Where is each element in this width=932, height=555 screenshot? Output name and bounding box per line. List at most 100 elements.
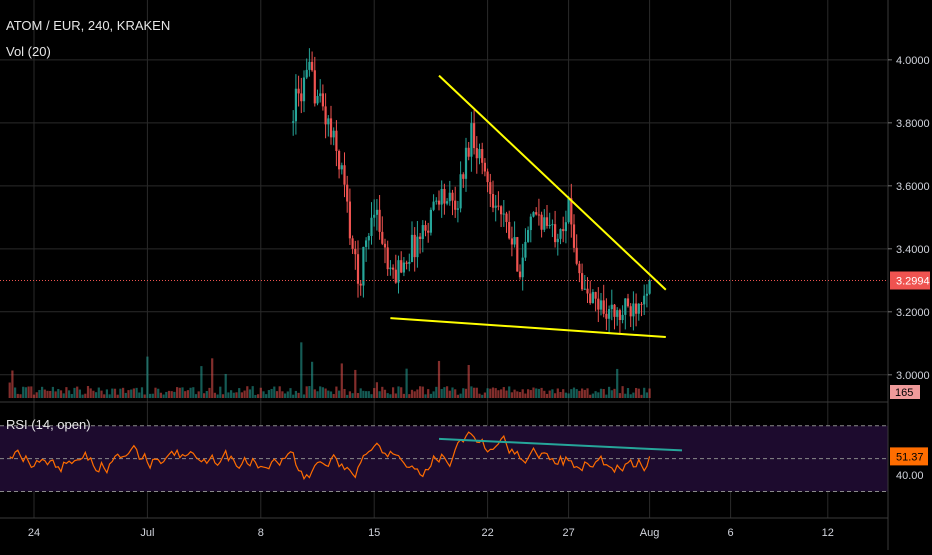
volume-bar xyxy=(332,394,335,398)
volume-bar xyxy=(645,392,648,398)
candle-body xyxy=(643,295,646,305)
volume-bar xyxy=(100,390,103,398)
candle-body xyxy=(521,257,524,278)
price-axis-label: 3.6000 xyxy=(896,181,930,193)
candle-body xyxy=(429,209,432,233)
volume-bar xyxy=(186,390,189,398)
volume-bar xyxy=(227,392,230,398)
time-axis-label: 8 xyxy=(258,527,264,539)
volume-bar xyxy=(402,393,405,398)
volume-bar xyxy=(116,394,119,398)
candle-body xyxy=(626,298,630,307)
volume-bar xyxy=(478,393,481,398)
volume-bar xyxy=(59,390,63,398)
volume-bar xyxy=(316,391,319,398)
rsi-indicator-label[interactable]: RSI (14, open) xyxy=(6,417,91,432)
candle-body xyxy=(486,171,489,183)
candle-body xyxy=(629,306,632,317)
volume-bar xyxy=(416,389,419,398)
time-axis-label: 24 xyxy=(28,527,40,539)
candle-body xyxy=(581,273,584,290)
candle-body xyxy=(343,165,346,185)
candle-body xyxy=(489,182,492,195)
volume-bar xyxy=(62,393,65,398)
candle-body xyxy=(502,213,505,215)
volume-bar xyxy=(459,393,462,398)
volume-bar xyxy=(251,386,254,398)
volume-bar xyxy=(49,390,52,398)
volume-bar xyxy=(105,389,108,398)
candle-body xyxy=(397,260,400,283)
volume-bar xyxy=(578,390,581,398)
candle-body xyxy=(308,61,311,70)
volume-bar xyxy=(535,388,538,398)
price-axis-label: 3.8000 xyxy=(896,118,930,130)
volume-bar xyxy=(84,393,87,398)
volume-bar xyxy=(413,391,416,398)
candle-body xyxy=(635,303,638,314)
candle-body xyxy=(532,212,535,217)
volume-bar xyxy=(338,390,341,398)
volume-bar xyxy=(486,388,489,398)
volume-bar xyxy=(92,390,95,398)
candle-body xyxy=(373,214,376,218)
candle-body xyxy=(408,261,411,264)
candle-body xyxy=(381,231,384,244)
rsi-trendline[interactable] xyxy=(438,437,683,452)
volume-bar xyxy=(97,387,100,398)
volume-bar xyxy=(81,394,84,398)
candle-body xyxy=(392,267,395,270)
volume-bar xyxy=(424,394,427,398)
volume-bar xyxy=(572,387,576,398)
volume-bar xyxy=(505,390,508,398)
volume-bar xyxy=(289,388,292,398)
candle-body xyxy=(518,271,522,278)
candle-body xyxy=(473,123,476,149)
volume-bar xyxy=(537,388,540,398)
volume-bar xyxy=(421,386,424,398)
candle-body xyxy=(443,188,446,204)
candle-body xyxy=(570,198,573,225)
volume-bar xyxy=(232,392,235,398)
candle-body xyxy=(470,123,473,157)
current-price-badge xyxy=(890,271,930,290)
current-price-label: 3.2994 xyxy=(896,276,930,288)
volume-bar xyxy=(616,368,619,398)
volume-bar xyxy=(599,388,603,398)
candle-body xyxy=(410,234,414,262)
candle-body xyxy=(446,201,449,204)
volume-bar xyxy=(513,389,516,398)
candle-body xyxy=(481,149,484,163)
volume-bar xyxy=(270,388,273,398)
candle-body xyxy=(367,235,370,241)
volume-bar xyxy=(43,389,46,398)
volume-bar xyxy=(22,386,25,398)
volume-bar xyxy=(138,392,141,398)
volume-bar xyxy=(532,387,535,398)
rsi-axis-label: 40.00 xyxy=(896,470,924,482)
candle-body xyxy=(599,300,603,310)
price-trendline[interactable] xyxy=(438,74,667,291)
price-axis-label: 3.4000 xyxy=(896,244,930,256)
volume-bar xyxy=(456,394,459,398)
volume-bar xyxy=(602,389,605,398)
price-trendline[interactable] xyxy=(390,317,666,339)
candle-body xyxy=(559,229,562,239)
volume-bar xyxy=(262,391,265,398)
volume-bar xyxy=(556,388,559,398)
volume-bar xyxy=(586,388,589,398)
volume-bar xyxy=(564,392,567,398)
candle-body xyxy=(494,205,497,208)
candle-body xyxy=(578,263,581,274)
candle-body xyxy=(648,280,651,294)
candle-body xyxy=(640,303,643,305)
volume-bar xyxy=(470,386,473,398)
candle-body xyxy=(305,69,308,78)
volume-bar xyxy=(16,393,19,398)
volume-bar xyxy=(481,394,484,398)
volume-indicator-label[interactable]: Vol (20) xyxy=(6,44,51,59)
candle-body xyxy=(605,313,608,319)
volume-bar xyxy=(448,390,451,398)
